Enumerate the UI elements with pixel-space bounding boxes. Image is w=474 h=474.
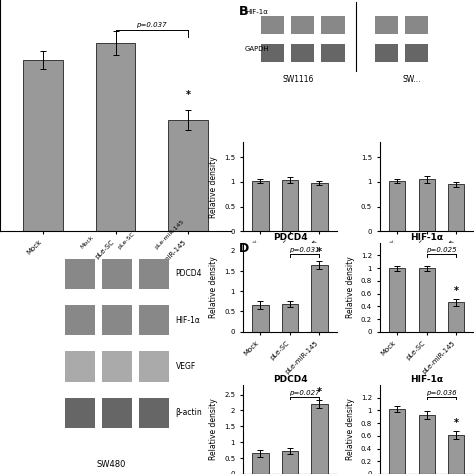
Bar [419, 268, 435, 332]
Bar [282, 180, 298, 231]
Text: p=0.036: p=0.036 [426, 390, 457, 396]
Text: D: D [239, 242, 250, 255]
Y-axis label: Relative density: Relative density [346, 399, 355, 460]
Text: SW1116: SW1116 [283, 75, 314, 84]
Bar [139, 305, 169, 335]
Bar [65, 305, 95, 335]
Bar [389, 409, 405, 474]
Bar [374, 45, 398, 62]
Text: B: B [239, 5, 249, 18]
Text: p=0.027: p=0.027 [290, 390, 320, 396]
Bar [321, 16, 345, 34]
Bar [139, 259, 169, 289]
Text: pLe-SC: pLe-SC [117, 231, 136, 250]
Bar [419, 179, 435, 231]
Bar [252, 181, 269, 231]
Bar [282, 451, 298, 474]
Bar [374, 16, 398, 34]
Bar [389, 181, 405, 231]
Bar [321, 45, 345, 62]
Bar [65, 259, 95, 289]
Y-axis label: Relative density: Relative density [346, 256, 355, 318]
Text: VEGF: VEGF [176, 362, 196, 371]
Bar [139, 398, 169, 428]
Bar [405, 45, 428, 62]
Bar [311, 183, 328, 231]
Text: PDCD4: PDCD4 [176, 270, 202, 279]
Bar [168, 120, 208, 231]
Bar [311, 265, 328, 332]
Text: HIF-1α: HIF-1α [245, 9, 268, 15]
Text: SW480: SW480 [96, 460, 126, 469]
Bar [96, 43, 136, 231]
Bar [102, 259, 132, 289]
Bar [419, 415, 435, 474]
Bar [448, 302, 465, 332]
Bar [311, 404, 328, 474]
Bar [448, 435, 465, 474]
Text: p=0.037: p=0.037 [137, 22, 167, 28]
Bar [24, 60, 63, 231]
Text: *: * [454, 286, 459, 296]
Y-axis label: Relative density: Relative density [210, 156, 219, 218]
Bar [102, 305, 132, 335]
Bar [65, 398, 95, 428]
Text: HIF-1α: HIF-1α [176, 316, 201, 325]
Bar [139, 351, 169, 382]
Text: *: * [317, 387, 322, 397]
Y-axis label: Relative density: Relative density [210, 256, 219, 318]
Bar [252, 305, 269, 332]
Bar [252, 453, 269, 474]
Bar [448, 184, 465, 231]
Title: PDCD4: PDCD4 [273, 233, 307, 242]
Text: *: * [454, 418, 459, 428]
Text: p=0.031: p=0.031 [290, 247, 320, 254]
Bar [102, 398, 132, 428]
Text: GAPDH: GAPDH [245, 46, 270, 52]
Text: β-actin: β-actin [176, 408, 202, 417]
Bar [282, 304, 298, 332]
Bar [261, 16, 284, 34]
Bar [261, 45, 284, 62]
Bar [389, 268, 405, 332]
Text: *: * [317, 247, 322, 257]
Title: PDCD4: PDCD4 [273, 375, 307, 384]
Text: pLe-miR-145: pLe-miR-145 [154, 219, 185, 250]
Bar [65, 351, 95, 382]
Bar [102, 351, 132, 382]
Title: HIF-1α: HIF-1α [410, 233, 443, 242]
Text: Mock: Mock [80, 235, 95, 250]
Text: SW...: SW... [402, 75, 421, 84]
Bar [292, 45, 314, 62]
Text: *: * [185, 91, 191, 100]
Title: HIF-1α: HIF-1α [410, 375, 443, 384]
Y-axis label: Relative density: Relative density [210, 399, 219, 460]
Bar [405, 16, 428, 34]
Bar [292, 16, 314, 34]
Text: p=0.025: p=0.025 [426, 247, 457, 254]
